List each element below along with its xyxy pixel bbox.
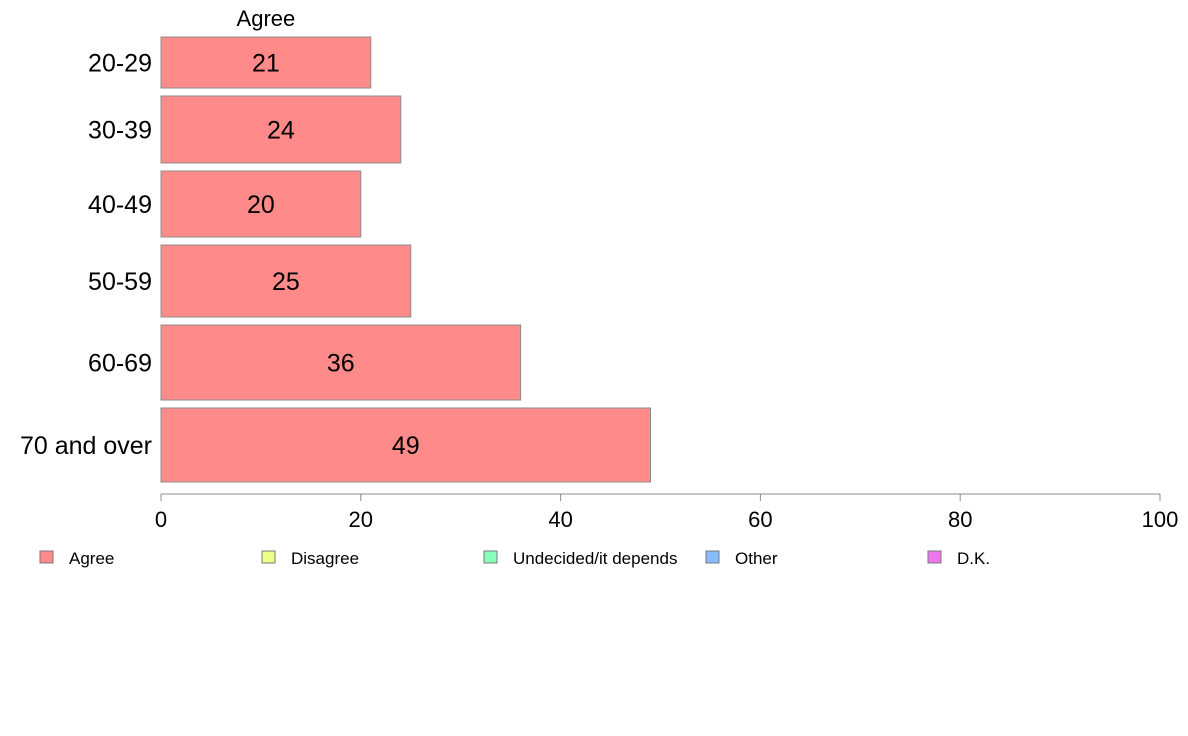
category-label: 70 and over	[20, 432, 152, 460]
bar-30-39	[160, 95, 402, 164]
bar-50-59	[160, 244, 412, 318]
x-tick-label: 60	[748, 507, 772, 532]
bar-value-label: 25	[272, 268, 300, 296]
bar-value-label: 49	[392, 432, 420, 460]
bar-20-29	[160, 36, 372, 89]
panel-title: Agree	[237, 6, 296, 31]
x-tick-label: 40	[548, 507, 572, 532]
legend-swatch	[705, 550, 720, 564]
category-label: 20-29	[88, 50, 152, 78]
bar-value-label: 20	[247, 191, 275, 219]
legend-label: Disagree	[291, 549, 359, 568]
category-label: 60-69	[88, 350, 152, 378]
legend-label: Agree	[69, 549, 114, 568]
x-tick-label: 80	[948, 507, 972, 532]
bar-value-label: 36	[327, 350, 355, 378]
bar-60-69	[160, 324, 522, 401]
bar-40-49	[160, 170, 362, 238]
bar-value-label: 24	[267, 117, 295, 145]
legend-label: Undecided/it depends	[513, 549, 677, 568]
bar-70-and-over	[160, 407, 652, 483]
legend-swatch	[927, 550, 942, 564]
legend-swatch	[39, 550, 54, 564]
category-label: 40-49	[88, 191, 152, 219]
x-axis: 0 20 40 60 80 100	[155, 493, 1179, 532]
legend-label: D.K.	[957, 549, 990, 568]
x-tick-label: 20	[349, 507, 373, 532]
bars: 21 20-29 24 30-39 20 40-49 25 50-59 36 60-69 49 70 …	[20, 36, 652, 483]
x-tick-label: 0	[155, 507, 167, 532]
x-tick-label: 100	[1142, 507, 1179, 532]
legend: Agree Disagree Undecided/it depends Other D.…	[39, 549, 990, 568]
legend-swatch	[261, 550, 276, 564]
category-label: 30-39	[88, 117, 152, 145]
bar-value-label: 21	[252, 50, 280, 78]
legend-swatch	[483, 550, 498, 564]
legend-label: Other	[735, 549, 778, 568]
category-label: 50-59	[88, 268, 152, 296]
